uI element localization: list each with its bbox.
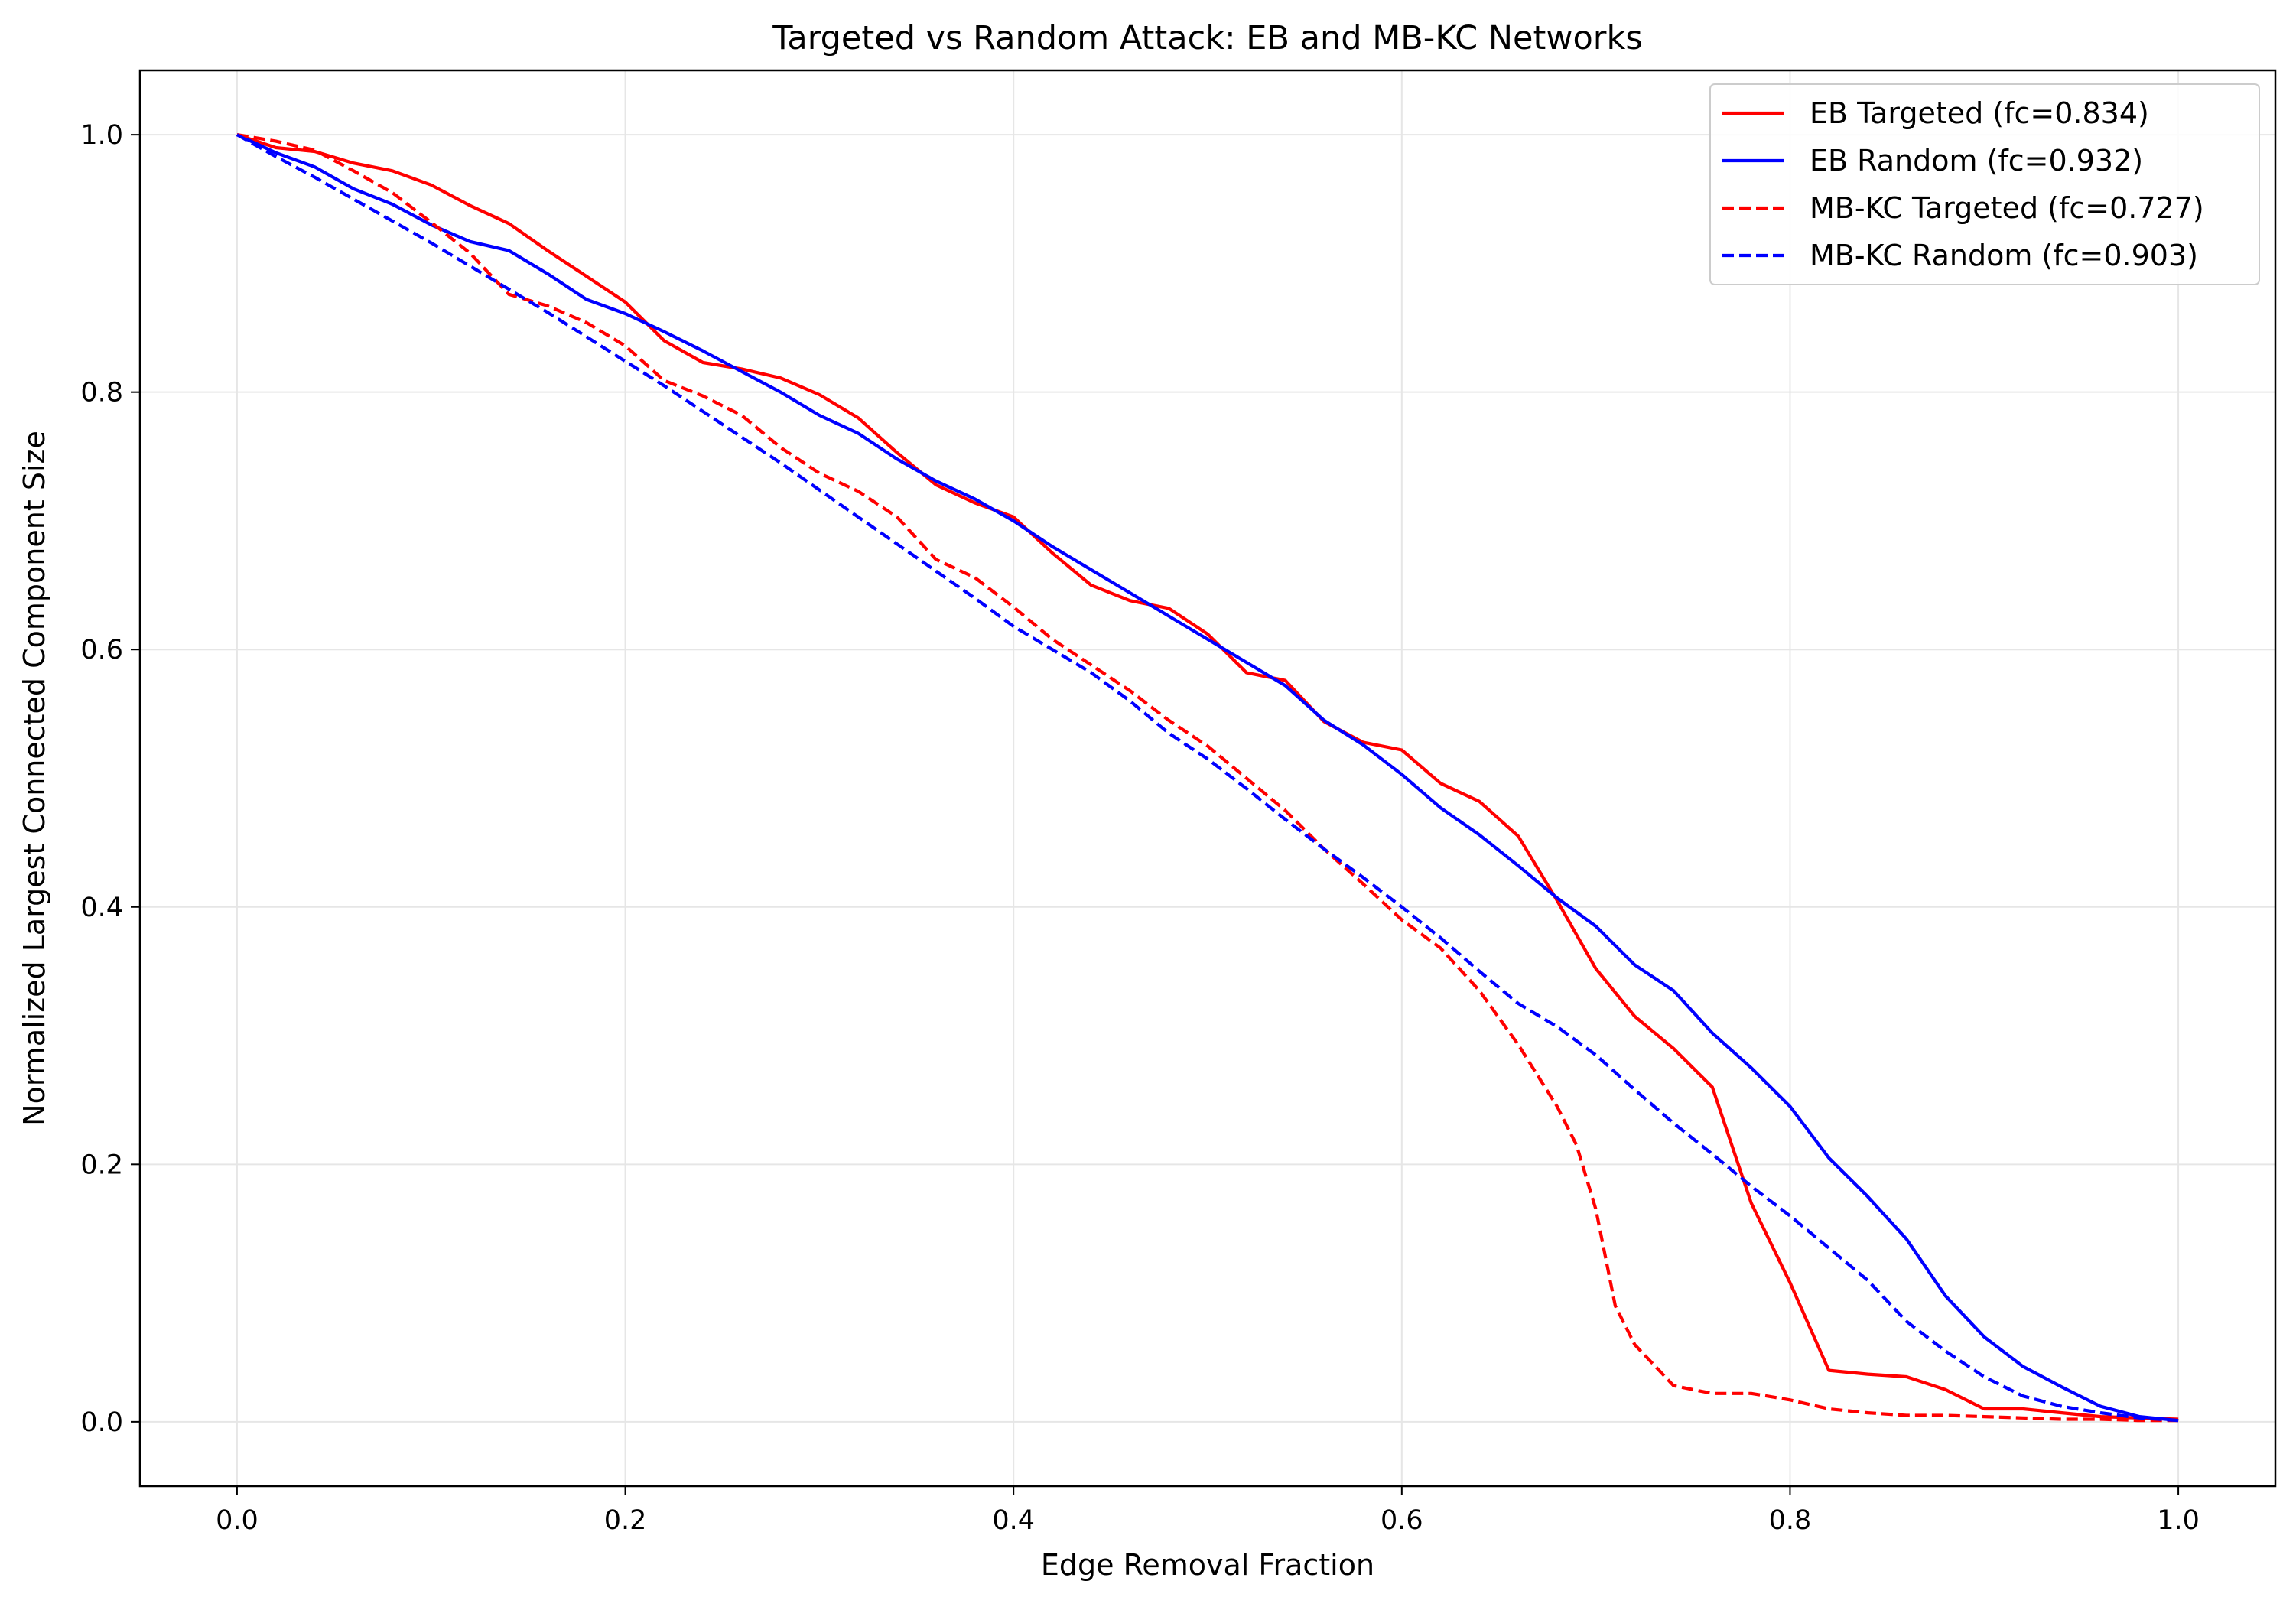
axis-ticks: 0.0 0.2 0.4 0.6 0.8 1.0 0.0 0.2 0.4 0.6 0.8 1.0 <box>80 120 2200 1536</box>
grid-lines <box>140 70 2275 1486</box>
legend-entry-label: MB-KC Random (fc=0.903) <box>1810 239 2198 272</box>
chart-title: Targeted vs Random Attack: EB and MB-KC … <box>772 19 1643 57</box>
x-axis-label: Edge Removal Fraction <box>1041 1548 1374 1582</box>
series-line-4 <box>236 133 2179 1423</box>
legend: EB Targeted (fc=0.834) EB Random (fc=0.93… <box>1709 83 2260 285</box>
series-lines <box>236 133 2179 1423</box>
y-tick-label: 0.6 <box>80 635 123 665</box>
x-tick-label: 1.0 <box>2157 1505 2200 1536</box>
x-tick-label: 0.6 <box>1381 1505 1423 1536</box>
y-tick-label: 0.2 <box>80 1150 123 1180</box>
x-tick-label: 0.2 <box>604 1505 647 1536</box>
y-axis-label: Normalized Largest Connected Component S… <box>18 431 51 1126</box>
series-line-3 <box>236 133 2179 1423</box>
series-line-1 <box>236 133 2179 1421</box>
legend-box <box>1709 83 2260 285</box>
legend-entry-label: MB-KC Targeted (fc=0.727) <box>1810 191 2204 225</box>
series-line-2 <box>236 133 2179 1423</box>
y-tick-label: 0.8 <box>80 378 123 408</box>
y-tick-label: 1.0 <box>80 120 123 151</box>
x-tick-label: 0.8 <box>1769 1505 1812 1536</box>
plot-area-frame <box>138 69 2277 1488</box>
x-tick-label: 0.4 <box>992 1505 1035 1536</box>
y-tick-label: 0.4 <box>80 893 123 923</box>
legend-entry-label: EB Targeted (fc=0.834) <box>1810 96 2149 130</box>
y-tick-label: 0.0 <box>80 1407 123 1438</box>
x-tick-label: 0.0 <box>216 1505 259 1536</box>
legend-entry-label: EB Random (fc=0.932) <box>1810 144 2143 177</box>
